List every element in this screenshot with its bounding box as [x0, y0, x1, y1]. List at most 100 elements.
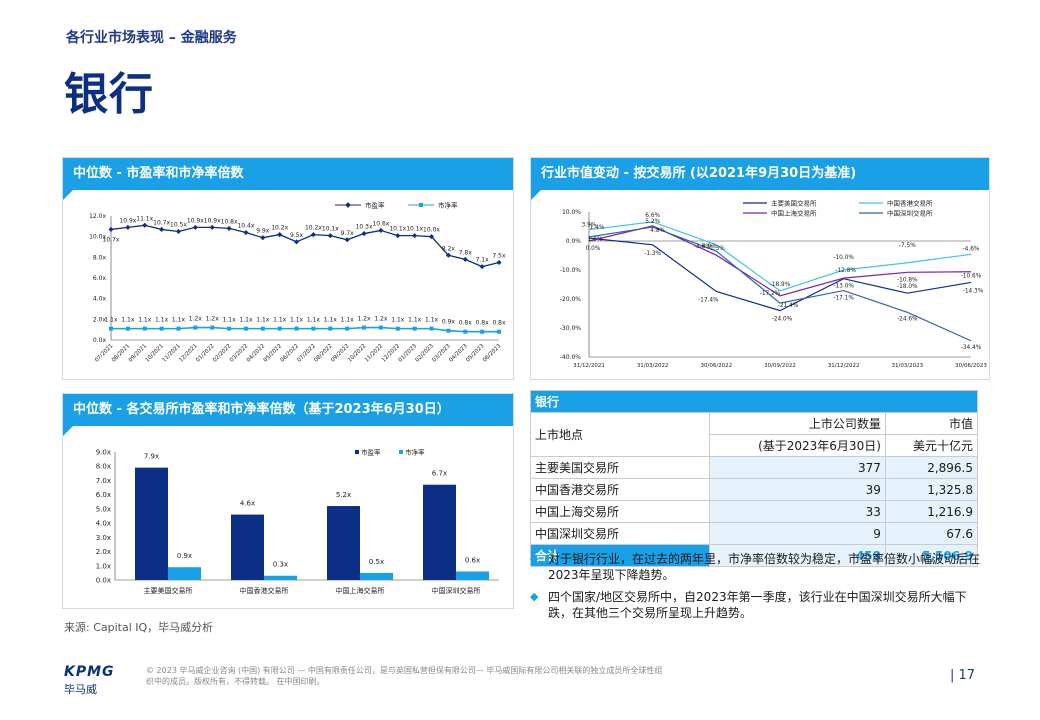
legend-pb-marker	[399, 450, 403, 454]
pe-data-label: 10.5x	[170, 222, 187, 229]
pb-data-label: 1.1x	[290, 317, 304, 324]
pb-data-label: 1.1x	[121, 317, 135, 324]
pe-data-label: 10.7x	[153, 219, 170, 226]
y-tick-label: 6.0x	[93, 275, 107, 282]
row-count: 9	[709, 522, 886, 545]
x-tick-label: 30/06/2022	[700, 363, 732, 369]
table-header-value-sub: 美元十亿元	[884, 434, 979, 457]
panel-notch	[531, 190, 541, 200]
data-label: -1.3%	[644, 251, 661, 257]
pb-point	[463, 329, 468, 334]
pb-point	[193, 325, 198, 330]
x-tick-label: 中国香港交易所	[240, 586, 289, 595]
y-tick-label: -40.0%	[560, 354, 582, 361]
pe-data-label: 10.3x	[356, 224, 373, 231]
pb-data-label: 1.1x	[408, 317, 422, 324]
row-name: 中国香港交易所	[530, 478, 710, 501]
x-tick-label: 中国上海交易所	[336, 586, 385, 595]
table-header-count-sub: (基于2023年6月30日)	[709, 434, 886, 457]
data-label: 1.4%	[590, 225, 605, 231]
legend-label: 中国深圳交易所	[887, 209, 933, 218]
pb-data-label: 0.8x	[476, 320, 490, 327]
pb-line	[111, 326, 499, 333]
pb-point	[311, 326, 316, 331]
bar	[135, 467, 168, 580]
row-name: 中国上海交易所	[530, 500, 710, 523]
data-label: -21.4%	[778, 303, 799, 309]
market-change-panel: 行业市值变动 - 按交易所 (以2021年9月30日为基准) -40.0% -30…	[530, 157, 990, 380]
row-value: 1,216.9	[884, 500, 979, 523]
pb-data-label: 1.2x	[374, 316, 388, 323]
diamond-bullet-icon: ◆	[530, 590, 539, 603]
y-tick-label: 4.0x	[93, 296, 107, 303]
pb-data-label: 1.1x	[273, 317, 287, 324]
pb-data-label: 1.1x	[104, 317, 118, 324]
kpmg-logo-cn: 毕马威	[64, 683, 97, 696]
legend-pb-marker	[419, 203, 423, 207]
pb-point	[243, 326, 248, 331]
pe-data-label: 10.9x	[204, 217, 221, 224]
pe-point	[412, 233, 418, 239]
y-tick-label: 0.0x	[96, 577, 111, 585]
section-kicker: 各行业市场表现 – 金融服务	[66, 30, 237, 46]
pb-point	[446, 328, 451, 333]
bar-data-label: 0.9x	[177, 552, 192, 560]
series-line	[588, 225, 972, 297]
footer-legal: © 2023 毕马威企业咨询 (中国) 有限公司 — 中国有限责任公司，是与英国…	[146, 666, 663, 686]
table-row: 主要美国交易所 377 2,896.5	[530, 456, 979, 479]
data-label: -24.6%	[897, 316, 918, 322]
series-line	[588, 237, 972, 312]
data-label: -17.4%	[698, 297, 719, 303]
y-tick-label: 3.0x	[96, 534, 111, 542]
y-tick-label: 1.0x	[96, 562, 111, 570]
total-value: 5,506.9	[884, 544, 979, 567]
pb-data-label: 0.9x	[442, 319, 456, 326]
data-label: 1.0%	[588, 237, 603, 243]
panel-notch	[63, 190, 73, 200]
pe-point	[344, 237, 350, 243]
pb-point	[362, 325, 367, 330]
pe-data-label: 10.8x	[221, 218, 238, 225]
data-label: 6.6%	[645, 213, 660, 219]
market-change-line-chart: -40.0% -30.0% -20.0% -10.0% 0.0% 10.0% 31/12/2…	[560, 199, 988, 370]
bar-data-label: 0.6x	[465, 556, 480, 564]
bar-data-label: 0.5x	[369, 558, 384, 566]
legend-pb-label: 市净率	[405, 448, 425, 457]
y-tick-label: -30.0%	[560, 325, 582, 332]
exchange-multiples-panel-title: 中位数 - 各交易所市盈率和市净率倍数（基于2023年6月30日）	[63, 394, 513, 426]
y-tick-label: 2.0x	[93, 316, 107, 323]
pe-point	[192, 224, 198, 230]
pb-point	[125, 326, 130, 331]
legend-label: 主要美国交易所	[771, 199, 817, 208]
x-tick-label: 31/03/2022	[637, 363, 669, 369]
pe-point	[378, 227, 384, 234]
data-label: 0.0%	[586, 246, 601, 252]
data-label: -17.1%	[833, 296, 854, 302]
y-tick-label: 8.0x	[96, 463, 111, 471]
data-label: -18.0%	[897, 284, 918, 290]
pe-data-label: 10.0x	[423, 227, 440, 234]
pb-data-label: 1.2x	[357, 316, 371, 323]
row-value: 1,325.8	[884, 478, 979, 501]
data-label: -4.6%	[963, 246, 980, 252]
pe-data-label: 10.2x	[271, 225, 288, 232]
pe-data-label: 7.1x	[476, 257, 490, 264]
kpmg-logo: KPMG	[64, 664, 115, 680]
table-header-location: 上市地点	[530, 412, 710, 457]
row-count: 33	[709, 500, 886, 523]
row-count: 377	[709, 456, 886, 479]
data-label: -17.2%	[760, 291, 781, 297]
data-label: -13.0%	[833, 284, 854, 290]
pb-point	[497, 329, 501, 334]
series-line	[588, 226, 972, 342]
data-label: -10.0%	[833, 255, 854, 261]
pe-point	[159, 226, 165, 232]
pb-data-label: 1.1x	[425, 317, 439, 324]
pb-data-label: 1.2x	[189, 316, 203, 323]
pe-line	[110, 224, 500, 268]
legend-label: 中国香港交易所	[887, 199, 933, 208]
pe-data-label: 10.6x	[372, 220, 389, 227]
pb-point	[176, 326, 181, 331]
y-tick-label: 7.0x	[96, 477, 111, 485]
data-label: -3.5%	[694, 244, 711, 250]
